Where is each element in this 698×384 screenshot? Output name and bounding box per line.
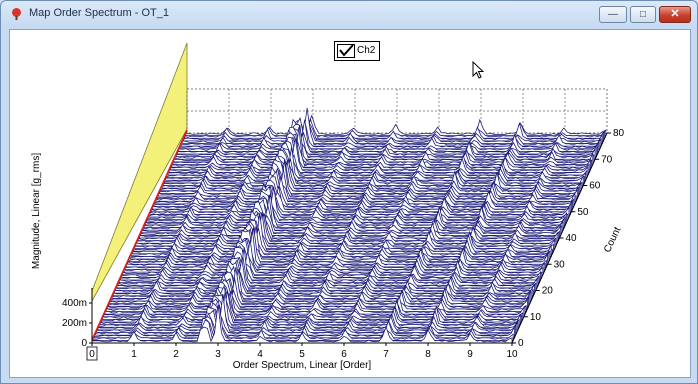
spectrum-slice [95, 315, 516, 336]
spectrum-slice [105, 294, 527, 312]
minimize-icon: — [608, 9, 618, 20]
x-tick-label: 4 [257, 349, 263, 360]
spectrum-slice [167, 153, 589, 176]
spectrum-slice [106, 288, 528, 310]
count-tick-label: 30 [554, 259, 566, 270]
spectrum-slice [93, 317, 515, 339]
x-tick-label: 2 [173, 349, 179, 360]
x-tick-label: 7 [383, 349, 389, 360]
title-bar[interactable]: Map Order Spectrum - OT_1 — □ ✕ [1, 1, 697, 27]
close-button[interactable]: ✕ [659, 6, 691, 23]
count-tick-label: 80 [613, 128, 625, 139]
count-tick-label: 70 [601, 154, 613, 165]
count-tick-label: 0 [518, 338, 524, 349]
legend-label: Ch2 [357, 45, 376, 56]
y-tick-label: 400m [62, 298, 87, 309]
y-axis-label: Magnitude, Linear [g_rms] [31, 153, 42, 269]
x-tick-label: 10 [506, 349, 518, 360]
x-tick-label: 1 [131, 349, 137, 360]
legend-ch2[interactable]: Ch2 [334, 41, 380, 61]
count-axis-label: Count [602, 225, 623, 254]
count-tick-label: 60 [589, 181, 601, 192]
close-icon: ✕ [670, 8, 680, 20]
x-tick-label: 5 [299, 349, 305, 360]
y-tick-label: 0 [81, 338, 87, 349]
count-tick-label: 40 [566, 233, 578, 244]
x-axis-label: Order Spectrum, Linear [Order] [233, 360, 372, 371]
spectrum-slice [128, 241, 550, 263]
count-tick-label: 20 [542, 286, 554, 297]
spectrum-slice [91, 304, 513, 344]
x-tick-label: 6 [341, 349, 347, 360]
spectrum-slice [174, 140, 596, 160]
checkbox-checked-icon[interactable] [337, 44, 355, 58]
x-tick-label: 8 [425, 349, 431, 360]
minimize-button[interactable]: — [599, 6, 627, 23]
spectrum-slice [118, 262, 540, 284]
maximize-icon: □ [639, 9, 647, 20]
spectrum-slice [180, 107, 602, 147]
y-tick-label: 200m [62, 318, 87, 329]
x-tick-focus-box [86, 346, 98, 361]
count-tick-label: 50 [577, 207, 589, 218]
spectrum-slice [155, 183, 577, 202]
spectrum-slice [114, 271, 535, 294]
x-tick-label: 9 [467, 349, 473, 360]
window-title: Map Order Spectrum - OT_1 [29, 7, 169, 19]
x-tick-label: 0 [89, 349, 95, 360]
maximize-button[interactable]: □ [630, 6, 656, 23]
spectrum-slice [182, 121, 604, 142]
magnitude-axis-line [91, 129, 188, 341]
x-tick-label: 3 [215, 349, 221, 360]
count-tick-label: 10 [530, 312, 542, 323]
app-icon [12, 8, 21, 20]
mouse-cursor-icon [472, 61, 484, 79]
spectrum-slice [185, 114, 607, 137]
